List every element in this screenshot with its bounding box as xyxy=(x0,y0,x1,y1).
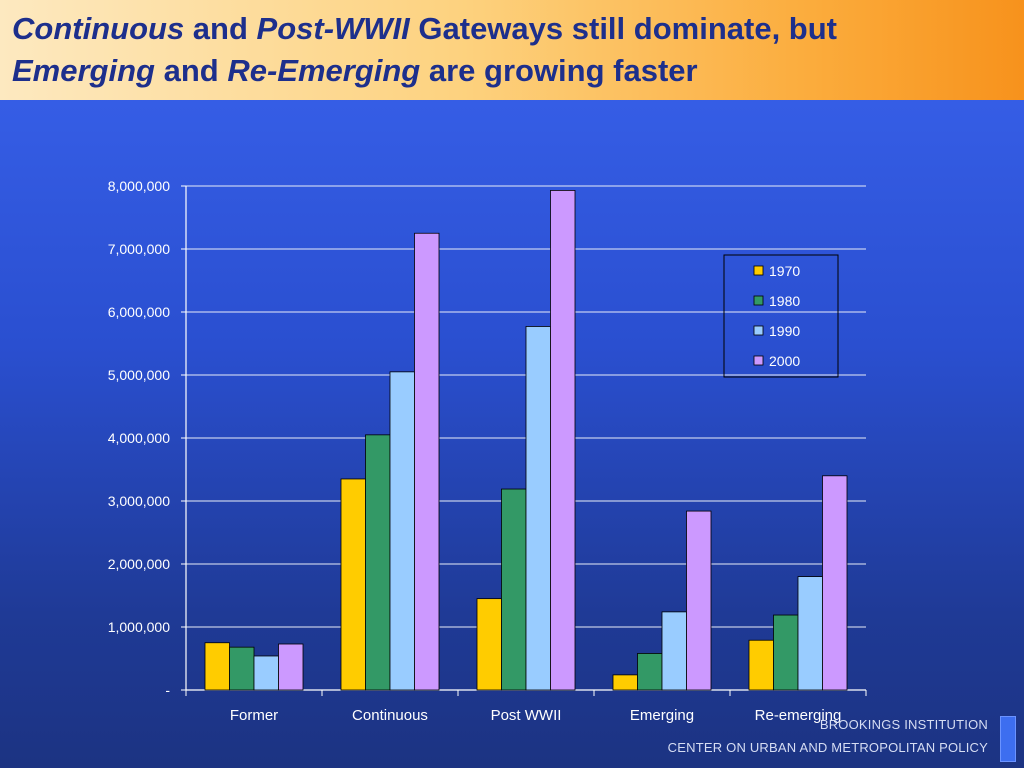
y-tick-label: 1,000,000 xyxy=(108,619,170,635)
title-segment: and xyxy=(154,53,228,88)
bar-2000 xyxy=(278,643,304,691)
legend-label: 1990 xyxy=(769,323,800,339)
y-tick-label: 3,000,000 xyxy=(108,493,170,509)
legend-label: 2000 xyxy=(769,353,800,369)
title-segment: Post-WWII xyxy=(256,11,410,46)
bar-2000 xyxy=(686,510,712,691)
title-segment: Continuous xyxy=(12,11,185,46)
footer-logo-mark xyxy=(1000,716,1016,762)
y-tick-label: - xyxy=(165,682,170,698)
bar-2000 xyxy=(414,232,440,691)
bar-1980 xyxy=(637,653,663,691)
x-tick-label: Post WWII xyxy=(491,707,562,724)
title-segment: Gateways still dominate, but xyxy=(409,11,837,46)
title-segment: and xyxy=(184,11,257,46)
y-tick-label: 8,000,000 xyxy=(108,178,170,194)
bar-1980 xyxy=(501,488,527,691)
bar-1990 xyxy=(661,611,687,691)
slide-title: Continuous and Post-WWII Gateways still … xyxy=(12,8,837,92)
bar-2000 xyxy=(550,190,576,691)
legend-swatch xyxy=(753,325,764,336)
x-tick-label: Former xyxy=(230,707,278,724)
bar-2000 xyxy=(822,475,848,691)
title-segment: are growing faster xyxy=(420,53,698,88)
title-bar: Continuous and Post-WWII Gateways still … xyxy=(0,0,1024,100)
x-tick-label: Re-emerging xyxy=(755,707,842,724)
bar-1970 xyxy=(340,478,366,691)
x-tick-label: Continuous xyxy=(352,707,428,724)
bar-1970 xyxy=(204,642,230,691)
y-tick-label: 6,000,000 xyxy=(108,304,170,320)
legend-swatch xyxy=(753,295,764,306)
bar-1980 xyxy=(365,434,391,691)
y-tick-label: 2,000,000 xyxy=(108,556,170,572)
legend-swatch xyxy=(753,265,764,276)
y-tick-label: 4,000,000 xyxy=(108,430,170,446)
legend-box xyxy=(723,254,839,378)
bar-1980 xyxy=(229,646,255,691)
bar-1970 xyxy=(612,674,638,691)
title-segment: Re-Emerging xyxy=(227,53,421,88)
title-line-2: Emerging and Re-Emerging are growing fas… xyxy=(12,53,698,88)
bar-1990 xyxy=(797,576,823,691)
x-tick-label: Emerging xyxy=(630,707,694,724)
bar-1970 xyxy=(476,598,502,691)
footer-institution: BROOKINGS INSTITUTION xyxy=(819,717,988,732)
footer-center: CENTER ON URBAN AND METROPOLITAN POLICY xyxy=(667,740,988,755)
bar-1990 xyxy=(525,326,551,691)
title-segment: Emerging xyxy=(12,53,155,88)
bar-1980 xyxy=(773,614,799,691)
legend-label: 1970 xyxy=(769,263,800,279)
bar-1990 xyxy=(389,371,415,691)
y-tick-label: 7,000,000 xyxy=(108,241,170,257)
title-line-1: Continuous and Post-WWII Gateways still … xyxy=(12,11,837,46)
bar-1990 xyxy=(253,655,279,691)
legend-label: 1980 xyxy=(769,293,800,309)
bar-1970 xyxy=(748,639,774,691)
legend-swatch xyxy=(753,355,764,366)
y-tick-label: 5,000,000 xyxy=(108,367,170,383)
